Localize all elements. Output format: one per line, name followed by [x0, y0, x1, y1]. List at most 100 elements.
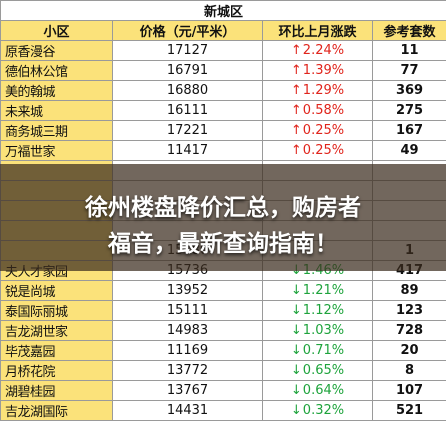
community-name: 毕茂嘉园 [0, 340, 113, 361]
community-name: 月桥花院 [0, 360, 113, 381]
change-cell: ↑0.25% [262, 140, 373, 161]
change-value: 0.32% [302, 403, 345, 418]
arrow-up-icon: ↑ [290, 63, 302, 78]
change-value: 2.24% [302, 43, 345, 58]
table-header-row: 小区 价格（元/平米） 环比上月涨跌 参考套数 [0, 20, 446, 41]
price-value: 16111 [112, 100, 263, 121]
change-value: 0.25% [302, 143, 345, 158]
change-value: 0.58% [302, 103, 345, 118]
arrow-down-icon: ↓ [290, 323, 302, 338]
change-cell: ↓0.64% [262, 380, 373, 401]
price-value: 17221 [112, 120, 263, 141]
region-title: 新城区 [0, 0, 446, 21]
table-row: 美的翰城 16880 ↑1.29% 369 [0, 80, 446, 101]
change-cell: ↓1.12% [262, 300, 373, 321]
arrow-up-icon: ↑ [290, 43, 302, 58]
reference-count: 728 [371, 320, 446, 341]
table-row: 泰国际丽城 15111 ↓1.12% 123 [0, 300, 446, 321]
table-row: 吉龙湖国际 14431 ↓0.32% 521 [0, 400, 446, 421]
table-row: 湖碧桂园 13767 ↓0.64% 107 [0, 380, 446, 401]
price-value: 11169 [112, 340, 263, 361]
reference-count: 275 [371, 100, 446, 121]
arrow-up-icon: ↑ [290, 123, 302, 138]
change-value: 1.39% [302, 63, 345, 78]
price-value: 13952 [112, 280, 263, 301]
reference-count: 20 [371, 340, 446, 361]
reference-count: 123 [371, 300, 446, 321]
change-value: 1.21% [302, 283, 345, 298]
reference-count: 49 [371, 140, 446, 161]
change-cell: ↓1.03% [262, 320, 373, 341]
community-name: 锐是尚城 [0, 280, 113, 301]
change-cell: ↑1.39% [262, 60, 373, 81]
price-value: 15111 [112, 300, 263, 321]
price-value: 14431 [112, 400, 263, 421]
community-name: 吉龙湖世家 [0, 320, 113, 341]
header-ref: 参考套数 [371, 20, 446, 41]
table-row: 月桥花院 13772 ↓0.65% 8 [0, 360, 446, 381]
change-cell: ↓0.32% [262, 400, 373, 421]
change-cell: ↑0.58% [262, 100, 373, 121]
price-value: 16791 [112, 60, 263, 81]
reference-count: 369 [371, 80, 446, 101]
reference-count: 11 [371, 40, 446, 61]
arrow-down-icon: ↓ [290, 363, 302, 378]
change-value: 0.65% [302, 363, 345, 378]
arrow-down-icon: ↓ [290, 403, 302, 418]
change-value: 1.29% [302, 83, 345, 98]
reference-count: 8 [371, 360, 446, 381]
reference-count: 89 [371, 280, 446, 301]
reference-count: 107 [371, 380, 446, 401]
table-row: 锐是尚城 13952 ↓1.21% 89 [0, 280, 446, 301]
community-name: 德伯林公馆 [0, 60, 113, 81]
table-row: 未来城 16111 ↑0.58% 275 [0, 100, 446, 121]
arrow-down-icon: ↓ [290, 383, 302, 398]
arrow-down-icon: ↓ [290, 343, 302, 358]
price-value: 16880 [112, 80, 263, 101]
overlay-title-line-2: 福音，最新查询指南！ [108, 231, 338, 257]
arrow-down-icon: ↓ [290, 303, 302, 318]
change-cell: ↑2.24% [262, 40, 373, 61]
community-name: 万福世家 [0, 140, 113, 161]
change-value: 0.64% [302, 383, 345, 398]
price-value: 14983 [112, 320, 263, 341]
change-cell: ↓0.71% [262, 340, 373, 361]
reference-count: 521 [371, 400, 446, 421]
reference-count: 167 [371, 120, 446, 141]
price-value: 13767 [112, 380, 263, 401]
title-overlay-band [0, 164, 446, 271]
price-value: 17127 [112, 40, 263, 61]
table-row: 万福世家 11417 ↑0.25% 49 [0, 140, 446, 161]
arrow-up-icon: ↑ [290, 83, 302, 98]
overlay-title-line-1: 徐州楼盘降价汇总，购房者 [85, 195, 361, 221]
reference-count: 77 [371, 60, 446, 81]
table-row: 商务城三期 17221 ↑0.25% 167 [0, 120, 446, 141]
header-change: 环比上月涨跌 [262, 20, 373, 41]
table-row: 毕茂嘉园 11169 ↓0.71% 20 [0, 340, 446, 361]
header-price: 价格（元/平米） [112, 20, 263, 41]
community-name: 泰国际丽城 [0, 300, 113, 321]
community-name: 原香漫谷 [0, 40, 113, 61]
arrow-down-icon: ↓ [290, 283, 302, 298]
price-value: 11417 [112, 140, 263, 161]
price-value: 13772 [112, 360, 263, 381]
table-row: 原香漫谷 17127 ↑2.24% 11 [0, 40, 446, 61]
change-cell: ↓0.65% [262, 360, 373, 381]
change-value: 1.12% [302, 303, 345, 318]
arrow-up-icon: ↑ [290, 103, 302, 118]
community-name: 美的翰城 [0, 80, 113, 101]
change-value: 1.03% [302, 323, 345, 338]
change-cell: ↓1.21% [262, 280, 373, 301]
arrow-up-icon: ↑ [290, 143, 302, 158]
table-row: 德伯林公馆 16791 ↑1.39% 77 [0, 60, 446, 81]
table-row: 吉龙湖世家 14983 ↓1.03% 728 [0, 320, 446, 341]
change-cell: ↑0.25% [262, 120, 373, 141]
community-name: 吉龙湖国际 [0, 400, 113, 421]
change-cell: ↑1.29% [262, 80, 373, 101]
change-value: 0.71% [302, 343, 345, 358]
community-name: 未来城 [0, 100, 113, 121]
community-name: 商务城三期 [0, 120, 113, 141]
change-value: 0.25% [302, 123, 345, 138]
community-name: 湖碧桂园 [0, 380, 113, 401]
header-name: 小区 [0, 20, 113, 41]
